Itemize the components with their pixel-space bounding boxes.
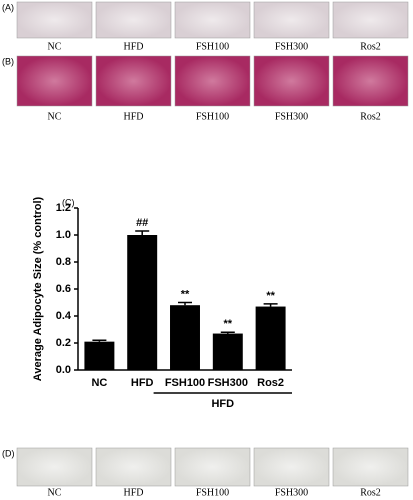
image-caption: FSH300 xyxy=(275,41,308,52)
y-tick-label: 0.2 xyxy=(56,337,71,349)
panel-label: (D) xyxy=(2,448,15,458)
error-bar xyxy=(135,230,150,235)
x-tick-label: FSH300 xyxy=(208,377,248,389)
image-caption: FSH100 xyxy=(196,487,229,498)
micrograph xyxy=(174,55,251,107)
image-caption: NC xyxy=(48,41,62,52)
micrograph xyxy=(174,447,251,487)
micrograph xyxy=(253,447,330,487)
y-tick-label: 0.0 xyxy=(56,364,71,376)
micrograph xyxy=(332,55,409,107)
micrograph xyxy=(16,1,93,39)
y-tick-label: 1.0 xyxy=(56,229,71,241)
image-caption: HFD xyxy=(123,41,143,52)
bar xyxy=(212,333,243,370)
micrograph xyxy=(95,447,172,487)
micrograph xyxy=(16,55,93,107)
image-caption: FSH100 xyxy=(196,111,229,122)
image-caption: FSH300 xyxy=(275,487,308,498)
y-tick-label: 0.6 xyxy=(56,283,71,295)
significance: ** xyxy=(181,288,190,300)
panel-label: (B) xyxy=(2,56,14,66)
y-axis-label: Average Adipocyte Size (% control) xyxy=(32,196,44,381)
image-caption: NC xyxy=(48,487,62,498)
image-caption: HFD xyxy=(123,111,143,122)
error-bar xyxy=(263,303,278,307)
bar xyxy=(127,235,158,370)
x-tick-label: HFD xyxy=(131,377,154,389)
y-tick-label: 1.2 xyxy=(56,202,71,214)
error-bar xyxy=(220,331,235,334)
image-caption: FSH100 xyxy=(196,41,229,52)
x-tick-label: NC xyxy=(91,377,107,389)
micrograph xyxy=(253,55,330,107)
image-caption: FSH300 xyxy=(275,111,308,122)
image-caption: NC xyxy=(48,111,62,122)
panel-label: (A) xyxy=(2,2,14,12)
error-bar xyxy=(92,339,107,342)
y-tick-label: 0.8 xyxy=(56,256,71,268)
image-caption: HFD xyxy=(123,487,143,498)
significance: ** xyxy=(224,318,233,330)
image-caption: Ros2 xyxy=(360,41,381,52)
significance: ** xyxy=(266,290,275,302)
micrograph xyxy=(95,1,172,39)
bar xyxy=(84,341,115,370)
y-tick-label: 0.4 xyxy=(56,310,72,322)
image-caption: Ros2 xyxy=(360,487,381,498)
bar xyxy=(255,306,286,370)
error-bar xyxy=(178,301,192,306)
significance: ## xyxy=(136,217,148,229)
micrograph xyxy=(253,1,330,39)
group-label: HFD xyxy=(211,398,234,410)
x-tick-label: Ros2 xyxy=(257,377,284,389)
micrograph xyxy=(332,447,409,487)
x-tick-label: FSH100 xyxy=(165,377,205,389)
image-caption: Ros2 xyxy=(360,111,381,122)
micrograph xyxy=(174,1,251,39)
micrograph xyxy=(95,55,172,107)
micrograph xyxy=(16,447,93,487)
panel-label: (C) xyxy=(62,197,75,207)
micrograph xyxy=(332,1,409,39)
bar xyxy=(170,305,200,370)
